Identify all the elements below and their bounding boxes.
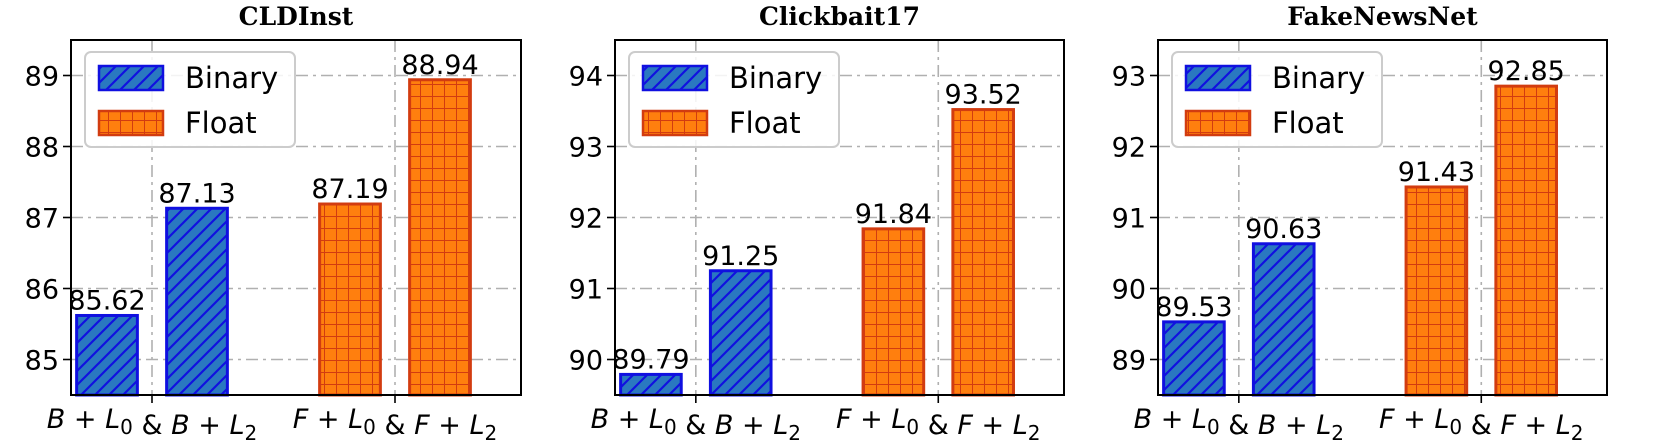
y-tick-label: 92 xyxy=(569,204,603,235)
legend-swatch-float xyxy=(97,109,165,137)
data-label: 89.53 xyxy=(1155,292,1232,323)
legend-swatch-binary xyxy=(97,64,165,92)
y-tick-label: 90 xyxy=(1112,275,1146,306)
bar-binary-1 xyxy=(1251,242,1316,397)
y-tick-label: 85 xyxy=(25,346,59,377)
chart-panel-2: FakeNewsNet 89 90 91 92 93 89.53 90.63 91.43 92.8… xyxy=(1112,2,1608,445)
legend-label: Float xyxy=(1272,106,1344,140)
bar-float-0 xyxy=(1404,185,1469,397)
y-tick-label: 91 xyxy=(569,275,603,306)
bar-float-0 xyxy=(861,227,926,397)
y-tick-label: 92 xyxy=(1112,133,1146,164)
y-tick-label: 93 xyxy=(1112,62,1146,93)
data-label: 91.43 xyxy=(1398,157,1475,188)
bar-float-1 xyxy=(408,78,472,397)
chart-title: CLDInst xyxy=(239,2,354,31)
y-tick-label: 87 xyxy=(25,204,59,235)
x-tick-label: F + L0 & F + L2 xyxy=(1379,404,1583,445)
x-tick-label: B + L0 & B + L2 xyxy=(591,404,801,445)
bar-binary-1 xyxy=(165,206,229,397)
chart-panel-1: Clickbait17 90 91 92 93 94 89.79 91.25 91.84 93.5… xyxy=(569,2,1065,445)
data-label: 93.52 xyxy=(945,80,1022,111)
legend-swatch-float xyxy=(1184,109,1252,137)
plot-frame xyxy=(1157,39,1608,396)
bar-binary-0 xyxy=(75,313,139,397)
bar-binary-0 xyxy=(1162,320,1226,397)
data-label: 88.94 xyxy=(401,50,478,81)
data-label: 91.25 xyxy=(702,241,779,272)
legend-label: Float xyxy=(729,106,801,140)
data-label: 87.13 xyxy=(158,178,235,209)
data-label: 90.63 xyxy=(1245,214,1322,245)
legend-label: Binary xyxy=(185,61,278,95)
y-tick-label: 90 xyxy=(569,346,603,377)
x-tick-label: F + L0 & F + L2 xyxy=(836,404,1040,445)
legend-label: Float xyxy=(185,106,257,140)
x-tick-label: B + L0 & B + L2 xyxy=(47,404,257,445)
data-label: 87.19 xyxy=(311,174,388,205)
legend-swatch-float xyxy=(641,109,709,137)
legend-swatch-binary xyxy=(1184,64,1252,92)
chart-panel-0: CLDInst 85 86 87 88 89 85.62 87.13 87.19 88.94 B +… xyxy=(25,2,522,445)
data-label: 85.62 xyxy=(68,285,145,316)
y-tick-label: 93 xyxy=(569,133,603,164)
y-tick-label: 94 xyxy=(569,62,603,93)
bar-float-0 xyxy=(318,202,382,397)
plot-frame xyxy=(614,39,1065,396)
bar-binary-0 xyxy=(619,372,683,397)
bar-float-1 xyxy=(951,108,1015,397)
legend-label: Binary xyxy=(729,61,822,95)
bar-float-1 xyxy=(1494,84,1558,397)
y-tick-label: 89 xyxy=(25,62,59,93)
y-tick-label: 89 xyxy=(1112,346,1146,377)
legend: Binary Float xyxy=(628,51,840,148)
bar-binary-1 xyxy=(708,269,773,397)
x-tick-label: F + L0 & F + L2 xyxy=(293,404,497,445)
y-tick-label: 88 xyxy=(25,133,59,164)
y-tick-label: 86 xyxy=(25,275,59,306)
legend-swatch-binary xyxy=(641,64,709,92)
data-label: 91.84 xyxy=(855,199,932,230)
y-tick-label: 91 xyxy=(1112,204,1146,235)
chart-title: FakeNewsNet xyxy=(1287,2,1478,31)
legend: Binary Float xyxy=(1171,51,1383,148)
data-label: 89.79 xyxy=(612,344,689,375)
x-tick-label: B + L0 & B + L2 xyxy=(1134,404,1344,445)
plot-frame xyxy=(70,39,522,396)
legend: Binary Float xyxy=(84,51,296,148)
chart-title: Clickbait17 xyxy=(759,2,920,31)
legend-label: Binary xyxy=(1272,61,1365,95)
data-label: 92.85 xyxy=(1488,56,1565,87)
